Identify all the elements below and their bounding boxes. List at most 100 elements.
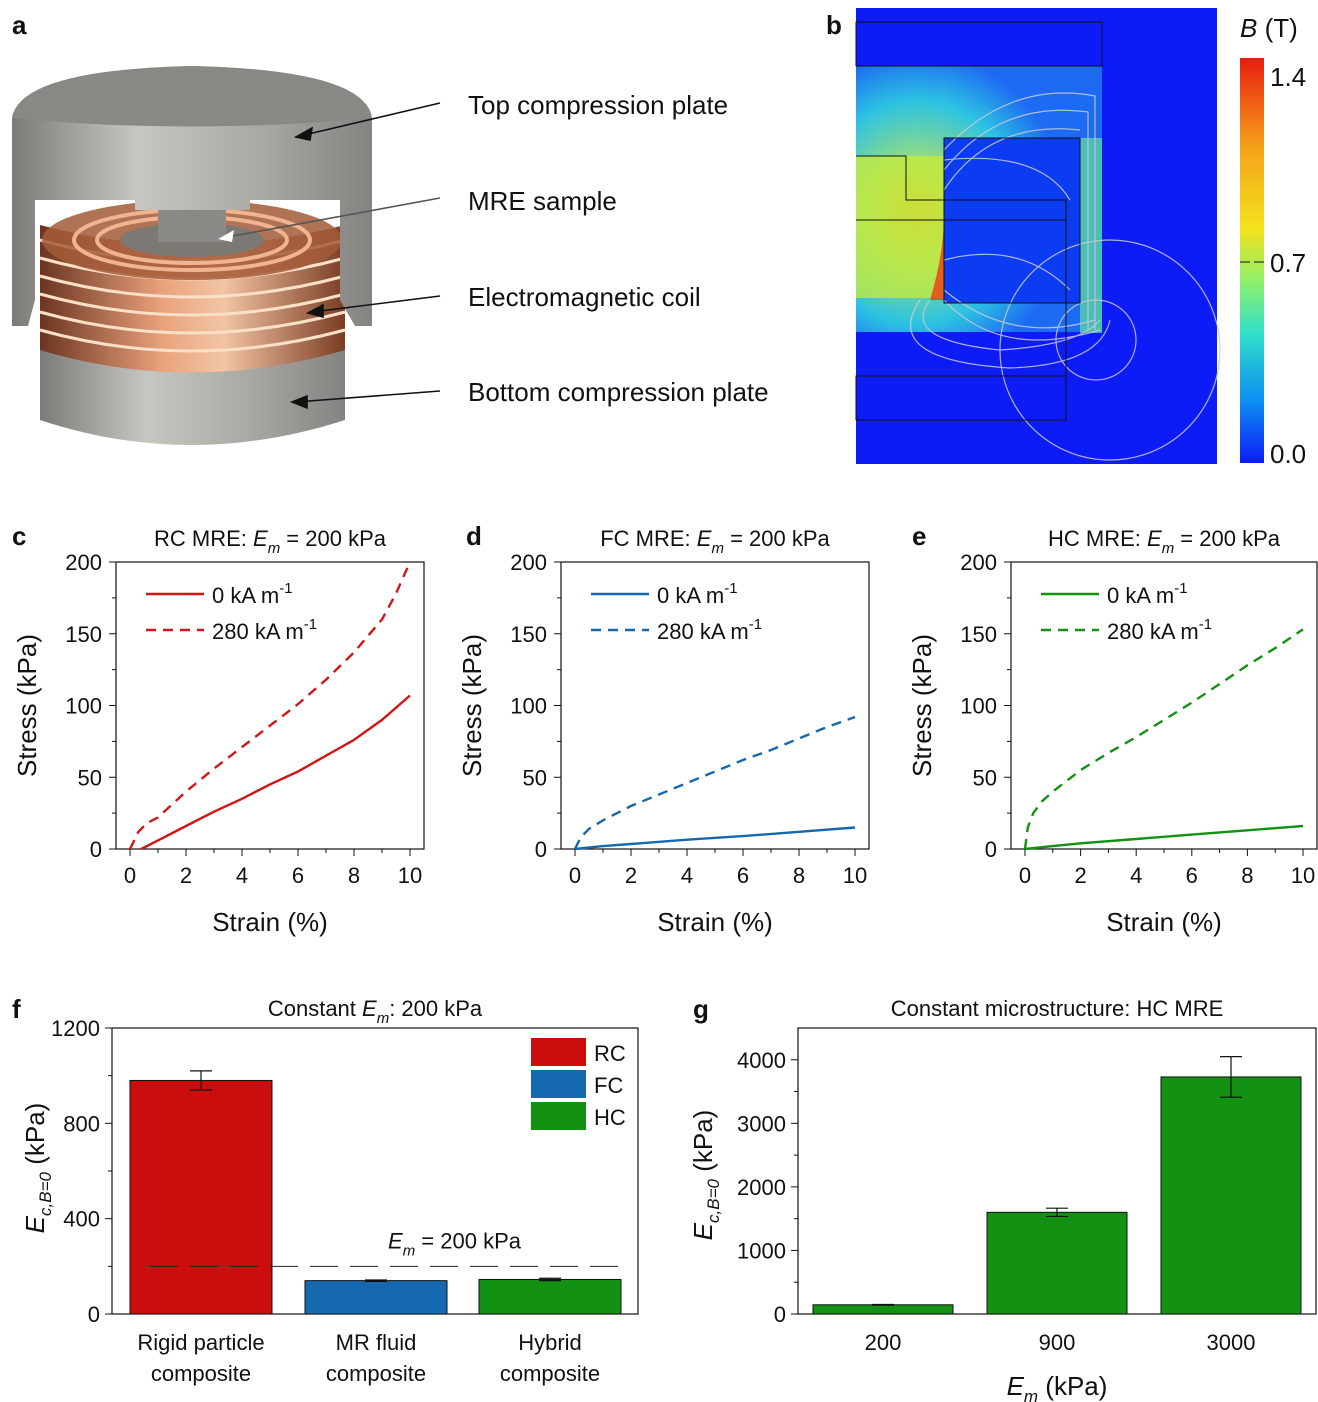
legend-label: HC xyxy=(594,1105,626,1130)
legend-label-sup: -1 xyxy=(1199,616,1212,633)
panel-letter-c: c xyxy=(12,521,26,551)
panel-letter-g: g xyxy=(693,994,709,1024)
y-tick-label: 400 xyxy=(63,1207,100,1232)
y-tick-label: 200 xyxy=(960,550,997,575)
bar-em-3000 xyxy=(1160,1076,1302,1315)
y-tick-label: 100 xyxy=(960,694,997,719)
legend-swatch-rc xyxy=(531,1038,586,1066)
chart-title-symbol: E xyxy=(1147,526,1162,551)
x-axis-label-symbol: E xyxy=(1007,1371,1025,1401)
x-tick-label: 0 xyxy=(124,863,136,888)
legend-label-name: 280 kA m xyxy=(657,619,749,644)
bar-fc xyxy=(304,1280,448,1315)
chart-title-suffix: : 200 kPa xyxy=(389,996,483,1021)
y-axis-label-subscript: c,B=0 xyxy=(704,1178,723,1222)
x-tick-label: 10 xyxy=(1291,863,1315,888)
panel-letter-f: f xyxy=(12,994,21,1024)
colorbar-tick-min: 0.0 xyxy=(1270,439,1306,469)
y-tick-label: 200 xyxy=(65,550,102,575)
x-category-label: Hybrid xyxy=(518,1330,582,1355)
y-tick-label: 2000 xyxy=(737,1175,786,1200)
y-tick-label: 800 xyxy=(63,1111,100,1136)
y-tick-label: 4000 xyxy=(737,1048,786,1073)
legend-label-sup: -1 xyxy=(724,580,737,597)
y-axis-label-unit: (kPa) xyxy=(688,1110,718,1179)
label-coil: Electromagnetic coil xyxy=(468,282,701,312)
y-axis-label-symbol: E xyxy=(688,1222,718,1240)
y-tick-label: 3000 xyxy=(737,1111,786,1136)
legend-label: 280 kA m-1 xyxy=(657,616,762,644)
x-tick-label: 10 xyxy=(843,863,867,888)
chart-title-subscript: m xyxy=(711,540,724,557)
y-axis-label-unit: (kPa) xyxy=(20,1103,50,1172)
colorbar-scale xyxy=(1240,58,1264,463)
field-simulation xyxy=(855,8,1221,464)
legend-label: FC xyxy=(594,1073,623,1098)
reference-line-label: Em = 200 kPa xyxy=(388,1228,522,1259)
x-tick-label: 4 xyxy=(681,863,693,888)
x-tick-label: 8 xyxy=(348,863,360,888)
y-tick-label: 0 xyxy=(535,837,547,862)
legend-label: 280 kA m-1 xyxy=(212,616,317,644)
legend-label: 0 kA m-1 xyxy=(1107,580,1188,608)
x-tick-label: 2 xyxy=(180,863,192,888)
x-category-label: 900 xyxy=(1039,1330,1076,1355)
label-arrows xyxy=(218,102,441,410)
x-category-label: composite xyxy=(500,1361,600,1386)
chart-title-suffix: = 200 kPa xyxy=(1174,526,1281,551)
chart-title-subscript: m xyxy=(268,540,281,557)
x-tick-label: 0 xyxy=(569,863,581,888)
series-line-280ka xyxy=(128,561,412,850)
y-tick-label: 100 xyxy=(65,694,102,719)
x-tick-label: 4 xyxy=(236,863,248,888)
y-tick-label: 150 xyxy=(510,622,547,647)
x-tick-label: 0 xyxy=(1019,863,1031,888)
series-line-280ka xyxy=(573,715,856,850)
x-category-label: 200 xyxy=(865,1330,902,1355)
chart-title: FC MRE: Em = 200 kPa xyxy=(600,526,830,557)
legend-label: 280 kA m-1 xyxy=(1107,616,1212,644)
y-axis-label: Stress (kPa) xyxy=(12,634,42,777)
chart-title-symbol: E xyxy=(253,526,268,551)
x-tick-label: 8 xyxy=(1241,863,1253,888)
legend-label-sup: -1 xyxy=(304,616,317,633)
x-category-label: composite xyxy=(151,1361,251,1386)
x-tick-label: 4 xyxy=(1130,863,1142,888)
panel-letter-a: a xyxy=(12,10,27,40)
x-tick-label: 10 xyxy=(398,863,422,888)
chart-title-prefix: FC MRE: xyxy=(600,526,697,551)
bar-hc xyxy=(478,1278,622,1315)
y-tick-label: 200 xyxy=(510,550,547,575)
series-line-0ka xyxy=(1024,824,1304,851)
panel-letter-b: b xyxy=(826,10,842,40)
y-tick-label: 150 xyxy=(960,622,997,647)
bar-em-200 xyxy=(812,1304,954,1315)
x-axis-label-unit: (kPa) xyxy=(1038,1371,1107,1401)
legend-label-sup: -1 xyxy=(749,616,762,633)
y-tick-label: 50 xyxy=(78,765,102,790)
chart-title-prefix: Constant xyxy=(268,996,362,1021)
chart-title-subscript: m xyxy=(1162,540,1175,557)
x-tick-label: 2 xyxy=(1074,863,1086,888)
legend-label-name: 0 kA m xyxy=(1107,583,1174,608)
chart-title-suffix: = 200 kPa xyxy=(724,526,831,551)
legend-swatch-fc xyxy=(531,1070,586,1098)
device-illustration xyxy=(12,66,372,445)
y-axis-label-subscript: c,B=0 xyxy=(36,1171,55,1215)
bar-rc xyxy=(129,1079,273,1315)
panel-letter-d: d xyxy=(466,521,482,551)
y-tick-label: 0 xyxy=(88,1302,100,1327)
legend-label-name: 280 kA m xyxy=(212,619,304,644)
field-lines xyxy=(910,92,1221,461)
legend-label-name: 0 kA m xyxy=(212,583,279,608)
y-axis-label: Stress (kPa) xyxy=(457,634,487,777)
x-axis-label-subscript: m xyxy=(1024,1387,1038,1402)
chart-title: RC MRE: Em = 200 kPa xyxy=(154,526,387,557)
label-mre-sample: MRE sample xyxy=(468,186,617,216)
x-tick-label: 2 xyxy=(625,863,637,888)
series-line-0ka xyxy=(140,694,411,851)
legend-swatch-hc xyxy=(531,1102,586,1130)
chart-title-symbol: E xyxy=(697,526,712,551)
